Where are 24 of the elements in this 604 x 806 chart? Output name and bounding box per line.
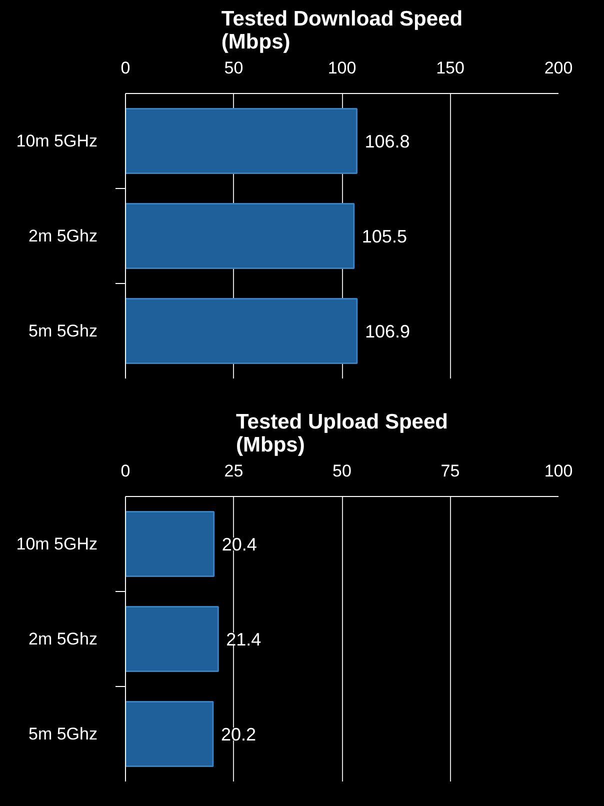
data-label: 21.4	[226, 630, 262, 650]
y-tick-label: 2m 5Ghz	[28, 226, 98, 246]
y-tick-label: 2m 5Ghz	[28, 630, 98, 648]
y-tick-label: 10m 5GHz	[16, 132, 98, 150]
data-label: 106.8	[364, 132, 410, 152]
chart-title: Tested Download Speed (Mbps)	[221, 8, 463, 54]
x-tick-label: 0	[120, 58, 130, 78]
x-tick-label: 25	[224, 462, 244, 480]
x-tick-label: 150	[436, 58, 464, 78]
data-label: 20.2	[220, 724, 256, 744]
x-tick-label: 75	[440, 462, 460, 480]
y-tick-label: 5m 5Ghz	[28, 322, 98, 340]
data-label: 105.5	[362, 226, 407, 246]
x-tick-label: 50	[332, 462, 352, 480]
y-tick-label: 5m 5Ghz	[28, 724, 98, 744]
x-tick-label: 100	[544, 462, 573, 480]
data-label: 106.9	[364, 322, 410, 342]
chart-title: Tested Upload Speed (Mbps)	[236, 410, 448, 456]
x-tick-label: 50	[224, 58, 244, 78]
x-tick-label: 0	[120, 462, 130, 480]
data-label: 20.4	[222, 534, 257, 554]
x-tick-label: 200	[544, 58, 573, 78]
y-tick-label: 10m 5GHz	[16, 534, 98, 554]
x-tick-label: 100	[328, 58, 356, 78]
